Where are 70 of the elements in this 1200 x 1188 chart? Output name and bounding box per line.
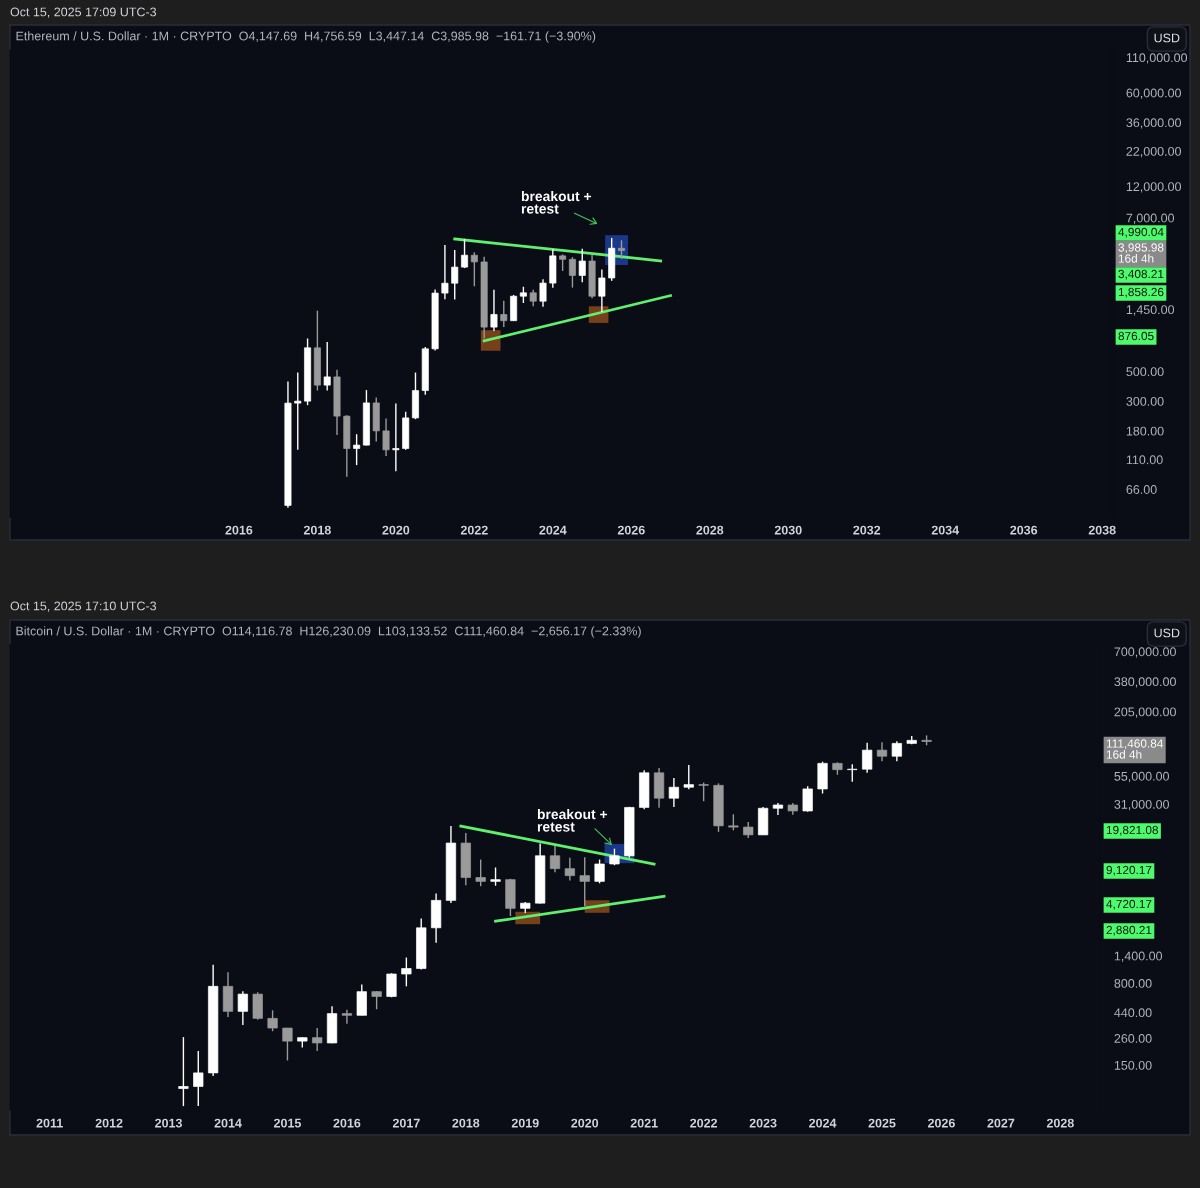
y-tick-label: 31,000.00 [1114, 799, 1170, 811]
x-tick-label: 2015 [273, 1118, 302, 1128]
x-tick-label: 2025 [868, 1118, 896, 1128]
y-tick-label: 1,400.00 [1114, 951, 1163, 962]
text: USD [1154, 33, 1180, 43]
x-tick-label: 2028 [696, 525, 724, 535]
x-tick-label: 2022 [690, 1118, 718, 1128]
x-tick-label: 2023 [749, 1118, 777, 1128]
text: 4,990.04 [1118, 227, 1164, 238]
annotation: breakout + retest [537, 809, 608, 832]
x-tick-label: 2038 [1088, 525, 1116, 535]
x-tick-label: 2034 [931, 525, 960, 535]
y-tick-label: 110,000.00 [1126, 53, 1188, 64]
y-tick-label: 36,000.00 [1126, 118, 1182, 129]
x-tick-label: 2028 [1046, 1118, 1074, 1128]
x-tick-label: 2019 [511, 1118, 539, 1128]
text: Oct 15, 2025 17:09 UTC-3 [10, 7, 157, 18]
x-tick-label: 2016 [333, 1118, 361, 1128]
y-tick-label: 180.00 [1126, 426, 1164, 436]
x-tick-label: 2030 [774, 525, 802, 535]
x-tick-label: 2014 [214, 1118, 242, 1128]
annotation: breakout + retest [521, 191, 592, 214]
y-tick-label: 205,000.00 [1114, 707, 1176, 718]
text: 876.05 [1118, 331, 1154, 341]
y-tick-label: 300.00 [1126, 396, 1164, 406]
x-tick-label: 2011 [36, 1118, 63, 1128]
text: 111,460.84 16d 4h [1106, 739, 1163, 759]
x-tick-label: 2013 [155, 1118, 182, 1128]
x-tick-label: 2022 [460, 525, 488, 535]
y-tick-label: 440.00 [1114, 1008, 1152, 1018]
text: 19,821.08 [1106, 825, 1159, 836]
text: 3,408.21 [1118, 269, 1164, 280]
x-tick-label: 2018 [452, 1118, 480, 1128]
y-tick-label: 55,000.00 [1114, 771, 1170, 783]
x-tick-label: 2017 [392, 1118, 420, 1128]
x-tick-label: 2024 [809, 1118, 837, 1128]
x-tick-label: 2026 [927, 1118, 955, 1128]
chart-title: Ethereum / U.S. Dollar · 1M · CRYPTO O4,147.69 H4,756.59 L3,447.14 C3,985.98 −161.71 (−3.90%) [16, 31, 596, 43]
y-tick-label: 7,000.00 [1126, 213, 1175, 224]
y-tick-label: 150.00 [1114, 1060, 1152, 1070]
x-tick-label: 2036 [1010, 525, 1038, 535]
y-tick-label: 800.00 [1114, 978, 1152, 988]
y-tick-label: 110.00 [1126, 455, 1163, 465]
text: 3,985.98 16d 4h [1118, 243, 1164, 263]
text: Oct 15, 2025 17:10 UTC-3 [10, 601, 157, 612]
y-tick-label: 60,000.00 [1126, 88, 1182, 99]
y-tick-label: 500.00 [1126, 367, 1164, 377]
y-tick-label: 12,000.00 [1126, 182, 1182, 193]
text: 9,120.17 [1106, 865, 1152, 876]
y-tick-label: 380,000.00 [1114, 677, 1176, 688]
y-tick-label: 260.00 [1114, 1034, 1152, 1043]
x-tick-label: 2027 [987, 1118, 1015, 1128]
x-tick-label: 2018 [303, 525, 331, 535]
x-tick-label: 2024 [539, 525, 567, 535]
chart-title: Bitcoin / U.S. Dollar · 1M · CRYPTO O114,116.78 H126,230.09 L103,133.52 C111,460.84 −2,656.17 (−2.33%) [16, 626, 641, 638]
y-tick-label: 22,000.00 [1126, 146, 1182, 158]
y-tick-label: 1,450.00 [1126, 305, 1175, 316]
text: 1,858.26 [1118, 287, 1164, 298]
x-tick-label: 2012 [95, 1118, 123, 1128]
x-tick-label: 2032 [853, 525, 881, 535]
x-tick-label: 2020 [571, 1118, 599, 1128]
x-tick-label: 2020 [382, 525, 410, 535]
text: 2,880.21 [1106, 925, 1152, 936]
x-tick-label: 2021 [630, 1118, 658, 1128]
text: USD [1154, 628, 1180, 638]
y-tick-label: 66.00 [1126, 485, 1157, 494]
text: 4,720.17 [1106, 899, 1152, 910]
x-tick-label: 2016 [225, 525, 253, 535]
y-tick-label: 700,000.00 [1114, 647, 1176, 658]
x-tick-label: 2026 [617, 525, 645, 535]
